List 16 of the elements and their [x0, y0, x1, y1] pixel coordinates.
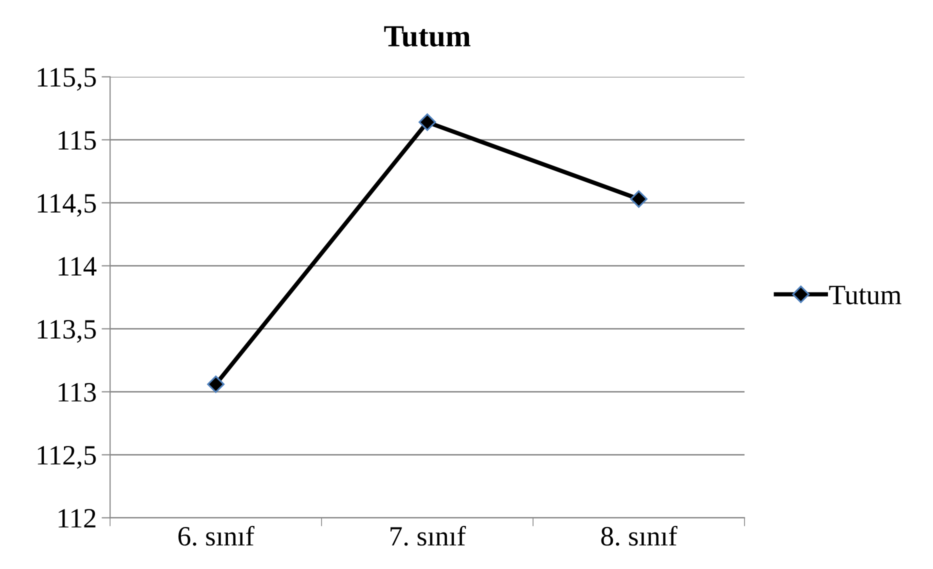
y-tick-label: 115,5 — [38, 68, 96, 91]
y-tick-label: 113,5 — [38, 320, 96, 343]
y-tick-label: 113 — [58, 383, 96, 402]
x-tick-label: 8. sınıf — [601, 526, 678, 546]
point — [630, 190, 648, 208]
point — [207, 376, 225, 393]
y-tick-label: 115 — [58, 131, 96, 150]
x-tick-label: 6. sınıf — [178, 526, 254, 546]
point — [418, 113, 436, 131]
y-tick-label: 112,5 — [38, 446, 96, 469]
y-tick-label: 112 — [58, 509, 96, 528]
y-tick-label: 114 — [58, 257, 96, 276]
y-tick-label: 114,5 — [38, 194, 96, 217]
x-tick-label: 7. sınıf — [390, 526, 466, 546]
legend-label: Tutum — [829, 286, 902, 304]
chart-title: Tutum — [384, 26, 470, 47]
